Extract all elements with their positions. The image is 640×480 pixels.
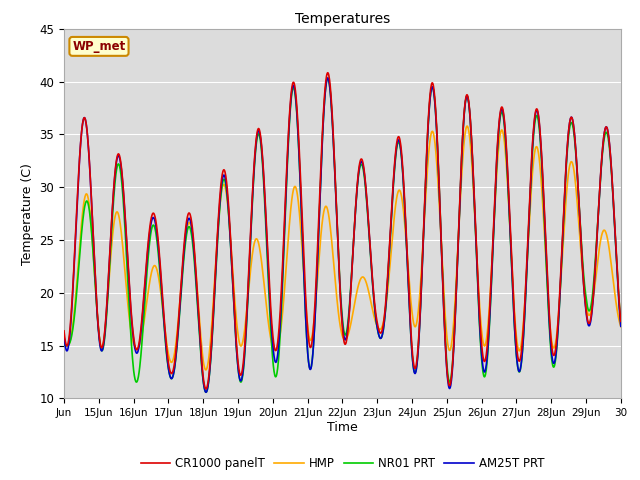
AM25T PRT	[611, 216, 618, 222]
HMP	[611, 287, 618, 292]
AM25T PRT	[60, 333, 68, 339]
HMP	[556, 293, 564, 299]
CR1000 panelT	[617, 318, 625, 324]
NR01 PRT	[60, 342, 68, 348]
X-axis label: Time: Time	[327, 421, 358, 434]
HMP	[202, 367, 210, 373]
CR1000 panelT	[474, 286, 482, 292]
AM25T PRT	[202, 389, 210, 395]
CR1000 panelT	[328, 116, 336, 121]
Line: HMP: HMP	[64, 126, 621, 370]
NR01 PRT	[617, 319, 625, 324]
CR1000 panelT	[147, 216, 155, 222]
AM25T PRT	[474, 293, 482, 299]
Line: AM25T PRT: AM25T PRT	[64, 78, 621, 392]
CR1000 panelT	[202, 386, 210, 392]
HMP	[60, 341, 68, 347]
AM25T PRT	[147, 220, 155, 226]
NR01 PRT	[474, 296, 482, 302]
NR01 PRT	[147, 229, 155, 235]
Text: WP_met: WP_met	[72, 40, 125, 53]
HMP	[617, 324, 625, 329]
AM25T PRT	[556, 293, 564, 299]
CR1000 panelT	[611, 214, 618, 220]
NR01 PRT	[556, 294, 564, 300]
AM25T PRT	[328, 120, 336, 126]
AM25T PRT	[617, 324, 625, 329]
HMP	[328, 242, 336, 248]
AM25T PRT	[324, 75, 332, 81]
Line: CR1000 panelT: CR1000 panelT	[64, 73, 621, 389]
Title: Temperatures: Temperatures	[295, 12, 390, 26]
HMP	[474, 280, 482, 286]
CR1000 panelT	[317, 148, 325, 154]
CR1000 panelT	[324, 70, 332, 76]
HMP	[317, 226, 325, 231]
NR01 PRT	[202, 389, 210, 395]
HMP	[463, 123, 471, 129]
NR01 PRT	[317, 155, 325, 160]
CR1000 panelT	[556, 288, 564, 293]
NR01 PRT	[611, 216, 618, 222]
HMP	[147, 272, 155, 277]
CR1000 panelT	[60, 328, 68, 334]
Line: NR01 PRT: NR01 PRT	[64, 78, 621, 392]
Legend: CR1000 panelT, HMP, NR01 PRT, AM25T PRT: CR1000 panelT, HMP, NR01 PRT, AM25T PRT	[136, 452, 549, 475]
AM25T PRT	[317, 155, 325, 161]
Y-axis label: Temperature (C): Temperature (C)	[21, 163, 34, 264]
NR01 PRT	[324, 75, 332, 81]
NR01 PRT	[328, 120, 336, 126]
